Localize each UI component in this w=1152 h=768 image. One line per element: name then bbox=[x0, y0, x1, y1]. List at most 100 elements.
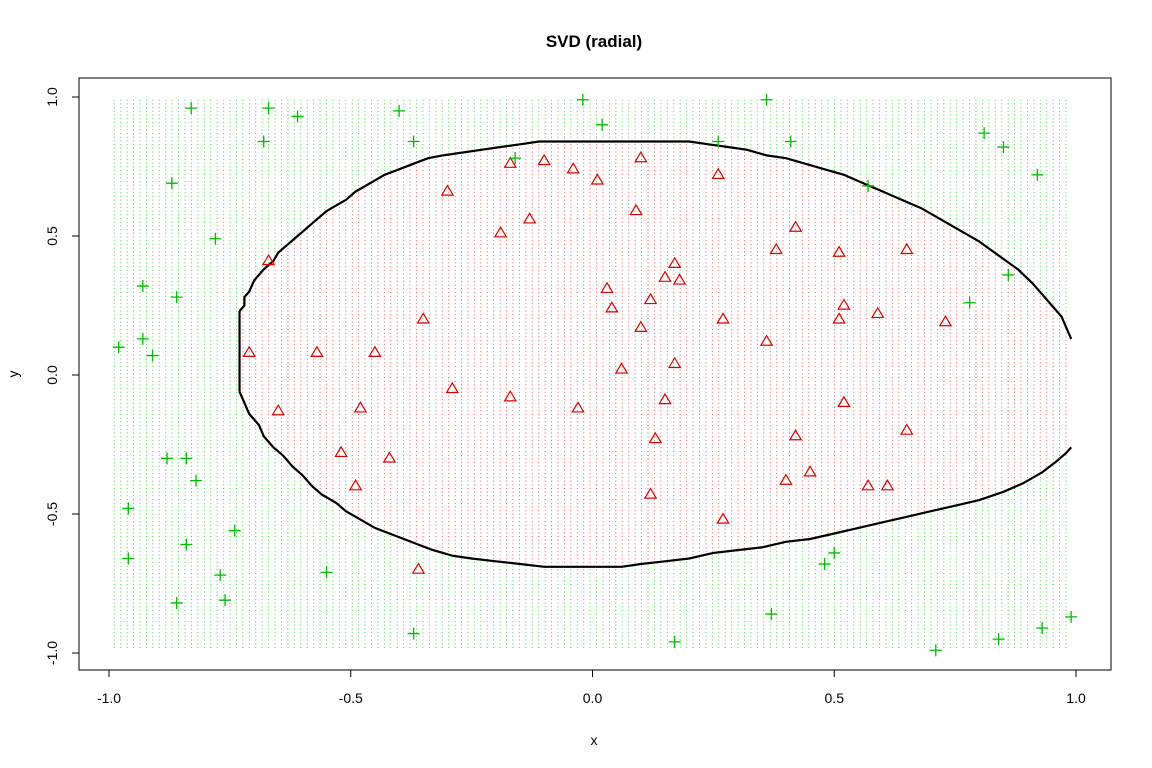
plus-point bbox=[712, 135, 725, 148]
plus-point bbox=[170, 291, 183, 304]
triangle-point bbox=[643, 487, 658, 499]
plus-point bbox=[407, 627, 420, 640]
plus-point bbox=[180, 452, 193, 465]
y-tick-label: 1.0 bbox=[44, 87, 60, 107]
triangle-point bbox=[590, 173, 605, 185]
triangle-point bbox=[571, 401, 585, 413]
triangle-point bbox=[445, 381, 460, 394]
x-tick-label: -0.5 bbox=[339, 690, 363, 706]
triangle-point bbox=[667, 356, 682, 369]
plus-point bbox=[818, 558, 831, 571]
triangle-point bbox=[832, 312, 846, 324]
grid-dots-outside bbox=[113, 99, 1067, 648]
plus-point bbox=[122, 552, 135, 565]
triangle-point bbox=[837, 395, 851, 407]
x-tick-label: 0.0 bbox=[583, 690, 603, 706]
triangle-point bbox=[522, 212, 537, 224]
triangle-point bbox=[503, 390, 518, 402]
triangle-point bbox=[503, 156, 518, 168]
triangle-point bbox=[837, 298, 851, 310]
triangle-point bbox=[634, 320, 648, 332]
triangle-point bbox=[716, 512, 730, 524]
triangle-point bbox=[672, 273, 687, 285]
plus-point bbox=[190, 474, 203, 487]
triangle-point bbox=[716, 312, 730, 324]
plus-point bbox=[228, 524, 241, 537]
classification-grid bbox=[113, 99, 1067, 648]
plus-point bbox=[784, 135, 797, 148]
triangle-point bbox=[769, 242, 783, 255]
y-tick-label: -1.0 bbox=[44, 641, 60, 665]
y-tick-label: 0.0 bbox=[44, 365, 60, 385]
triangle-point bbox=[880, 479, 895, 491]
plus-point bbox=[161, 452, 174, 465]
plus-point bbox=[214, 569, 227, 582]
plus-point bbox=[165, 177, 178, 190]
triangle-point bbox=[353, 401, 368, 413]
plus-point bbox=[320, 566, 333, 579]
plus-point bbox=[1031, 168, 1044, 181]
triangle-point bbox=[634, 150, 648, 163]
plus-point bbox=[862, 179, 875, 192]
triangle-point bbox=[832, 245, 846, 257]
plus-point bbox=[963, 296, 976, 309]
plus-point bbox=[112, 341, 125, 354]
plus-point bbox=[122, 502, 135, 515]
plus-point bbox=[760, 93, 773, 106]
plus-point bbox=[668, 635, 681, 648]
plus-point bbox=[407, 135, 420, 148]
x-axis: -1.0 -0.5 0.0 0.5 1.0 bbox=[97, 669, 1086, 706]
y-tick-label: 0.5 bbox=[44, 226, 60, 246]
grid-dots-inside bbox=[242, 144, 1067, 567]
chart-title: SVD (radial) bbox=[546, 32, 642, 51]
plus-point bbox=[596, 118, 609, 131]
plus-point bbox=[929, 644, 942, 657]
plus-point bbox=[509, 152, 522, 165]
triangle-point bbox=[667, 256, 682, 268]
triangle-point bbox=[271, 403, 285, 416]
plus-point bbox=[180, 538, 193, 551]
triangle-point bbox=[382, 451, 397, 463]
plus-point bbox=[185, 102, 198, 115]
plus-point bbox=[291, 110, 304, 123]
plus-point bbox=[257, 135, 270, 148]
plus-point bbox=[219, 594, 232, 607]
triangle-point bbox=[803, 465, 817, 477]
triangle-point bbox=[334, 445, 348, 458]
triangle-point bbox=[658, 392, 672, 405]
plus-point bbox=[828, 546, 841, 559]
triangle-point bbox=[711, 167, 725, 180]
triangle-point bbox=[368, 345, 382, 357]
plus-point bbox=[136, 332, 149, 345]
triangle-point bbox=[566, 162, 580, 174]
triangle-point bbox=[861, 479, 875, 491]
triangle-point bbox=[614, 362, 629, 374]
x-tick-label: 0.5 bbox=[825, 690, 845, 706]
x-tick-label: 1.0 bbox=[1066, 690, 1086, 706]
plus-point bbox=[1065, 610, 1078, 623]
x-tick-label: -1.0 bbox=[97, 690, 121, 706]
decision-boundary-lower bbox=[238, 391, 1073, 568]
triangle-point bbox=[600, 281, 614, 294]
y-tick-label: -0.5 bbox=[44, 502, 60, 526]
plus-point bbox=[262, 102, 275, 115]
triangle-point bbox=[938, 315, 953, 327]
triangle-point bbox=[788, 428, 803, 441]
plus-point bbox=[146, 349, 159, 362]
triangle-point bbox=[779, 473, 793, 485]
triangle-point bbox=[242, 345, 256, 357]
plus-point bbox=[1036, 621, 1049, 634]
triangle-point bbox=[493, 226, 508, 238]
triangle-point bbox=[788, 220, 803, 232]
plus-point bbox=[1002, 268, 1015, 281]
y-axis: -1.0 -0.5 0.0 0.5 1.0 bbox=[44, 87, 80, 665]
plus-point bbox=[997, 141, 1010, 154]
plus-point bbox=[978, 127, 991, 140]
triangle-point bbox=[605, 301, 619, 313]
plus-point bbox=[393, 104, 406, 117]
triangle-point bbox=[900, 423, 914, 435]
triangle-point bbox=[629, 203, 643, 216]
triangle-point bbox=[310, 345, 324, 357]
plus-point bbox=[170, 596, 183, 609]
